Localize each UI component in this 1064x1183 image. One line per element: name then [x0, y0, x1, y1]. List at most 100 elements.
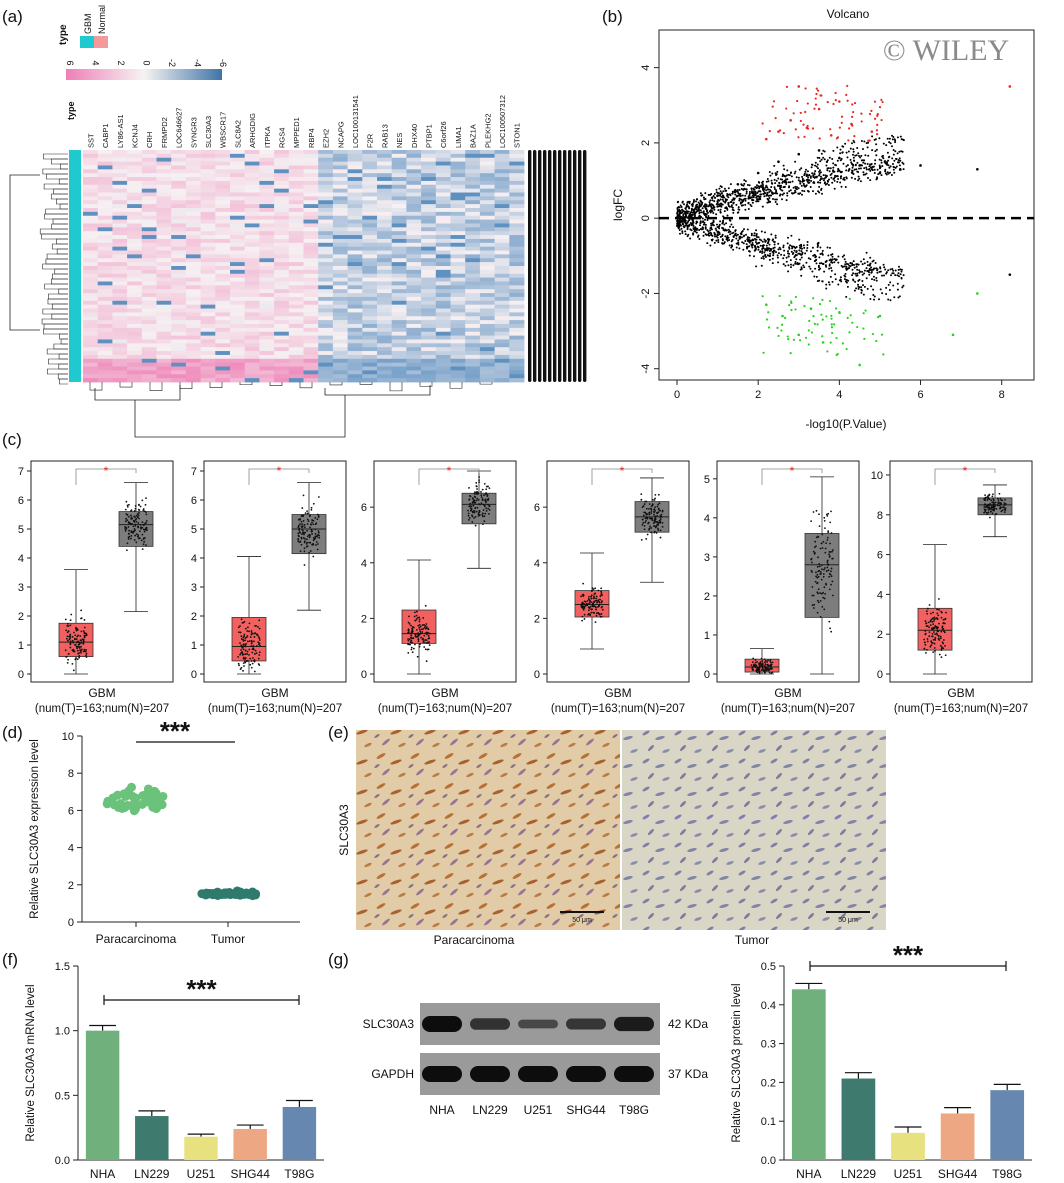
heatmap-cell	[156, 358, 172, 364]
boxplot-jitter-point	[303, 523, 306, 526]
volcano-down-point	[851, 321, 854, 324]
heatmap-cell	[288, 180, 304, 186]
heatmap-cell	[171, 358, 187, 364]
heatmap-cell	[200, 262, 216, 267]
boxplot-jitter-point	[297, 524, 300, 527]
boxplot-jitter-point	[71, 639, 74, 642]
volcano-bg-point	[681, 232, 684, 234]
heatmap-cell	[332, 347, 348, 352]
heatmap-cell	[391, 358, 407, 364]
boxplot-jitter-point	[137, 534, 140, 537]
heatmap-cell	[288, 269, 304, 275]
row-dendrogram-branch	[60, 338, 68, 345]
volcano-down-point	[794, 295, 797, 299]
volcano-bg-point	[891, 157, 894, 160]
volcano-bg-point	[787, 270, 790, 273]
heatmap-cell	[244, 262, 260, 267]
boxplot-jitter-point	[83, 648, 86, 651]
heatmap-cell	[141, 192, 157, 197]
heatmap-cell	[288, 204, 304, 209]
volcano-bg-point	[731, 190, 734, 193]
heatmap-cell	[288, 277, 304, 282]
heatmap-cell	[83, 358, 99, 364]
boxplot-jitter-point	[299, 517, 301, 520]
volcano-bg-point	[851, 274, 854, 277]
gene-label: CRH	[145, 132, 154, 148]
column-dendrogram-leaf	[149, 382, 163, 391]
boxplot-jitter-point	[243, 665, 245, 667]
volcano-bg-point	[873, 295, 876, 298]
volcano-bg-point	[715, 191, 718, 194]
row-dendrogram-branch	[42, 308, 68, 315]
heatmap-cell	[362, 269, 378, 275]
heatmap-cell	[259, 192, 275, 197]
heatmap-cell	[494, 196, 510, 201]
heatmap-cell	[391, 223, 407, 228]
boxplot-jitter-point	[66, 661, 69, 664]
heatmap-cell	[141, 211, 157, 217]
heatmap-cell	[171, 266, 187, 271]
heatmap-cell	[141, 289, 157, 294]
boxplot-jitter-point	[318, 536, 321, 539]
heatmap-cell	[391, 335, 407, 340]
heatmap-cell	[362, 188, 378, 193]
colorbar-tick: -4	[193, 59, 203, 67]
heatmap-cell	[509, 188, 525, 193]
volcano-down-point	[790, 301, 793, 305]
boxplot-jitter-point	[310, 508, 313, 511]
heatmap-cell	[230, 343, 246, 348]
heatmap-cell	[112, 339, 128, 344]
volcano-bg-point	[800, 256, 803, 259]
volcano-bg-point	[719, 198, 722, 201]
boxplot-jitter-point	[483, 515, 486, 518]
heatmap-cell	[215, 300, 231, 306]
boxplot-jitter-point	[136, 535, 139, 538]
volcano-bg-point	[745, 233, 747, 236]
heatmap-cell	[215, 157, 231, 162]
volcano-down-point	[808, 319, 811, 322]
heatmap-cell	[156, 312, 172, 317]
heatmap-cell	[391, 211, 407, 217]
boxplot-jitter-point	[472, 504, 475, 507]
heatmap-cell	[83, 250, 99, 255]
volcano-bg-point	[692, 219, 695, 222]
boxplot-jitter-point	[76, 646, 79, 648]
heatmap-cell	[83, 285, 99, 290]
volcano-bg-point	[861, 273, 864, 276]
volcano-bg-point	[845, 169, 848, 172]
volcano-bg-point	[730, 223, 733, 226]
heatmap-cell	[274, 281, 290, 286]
volcano-bg-point	[803, 266, 806, 269]
heatmap-cell	[465, 262, 481, 267]
boxplot-jitter-point	[71, 662, 74, 665]
volcano-bg-point	[895, 157, 897, 160]
boxplot-jitter-point	[412, 647, 415, 650]
volcano-down-point	[809, 308, 813, 311]
heatmap-cell	[347, 204, 363, 209]
boxplot-jitter-point	[303, 533, 305, 536]
volcano-bg-point	[849, 158, 852, 161]
volcano-down-point	[830, 326, 834, 329]
boxplot-jitter-point	[300, 543, 303, 546]
volcano-bg-point	[768, 188, 771, 191]
volcano-up-point	[785, 107, 788, 110]
volcano-bg-point	[686, 225, 689, 228]
volcano-bg-point	[771, 262, 774, 265]
volcano-bg-point	[685, 206, 688, 208]
significance-bracket	[75, 468, 137, 485]
heatmap-cell	[112, 238, 128, 244]
volcano-bg-point	[843, 176, 846, 179]
heatmap-cell	[318, 285, 334, 290]
heatmap-cell	[435, 285, 451, 290]
row-dendrogram-branch	[46, 253, 68, 260]
heatmap-cell	[303, 235, 319, 240]
volcano-up-point	[851, 115, 854, 119]
volcano-bg-point	[760, 230, 763, 233]
heatmap-cell	[509, 370, 525, 375]
heatmap-cell	[435, 320, 451, 325]
heatmap-cell	[274, 320, 290, 325]
volcano-bg-point	[696, 203, 698, 206]
heatmap-cell	[509, 327, 525, 333]
heatmap-cell	[200, 308, 216, 313]
